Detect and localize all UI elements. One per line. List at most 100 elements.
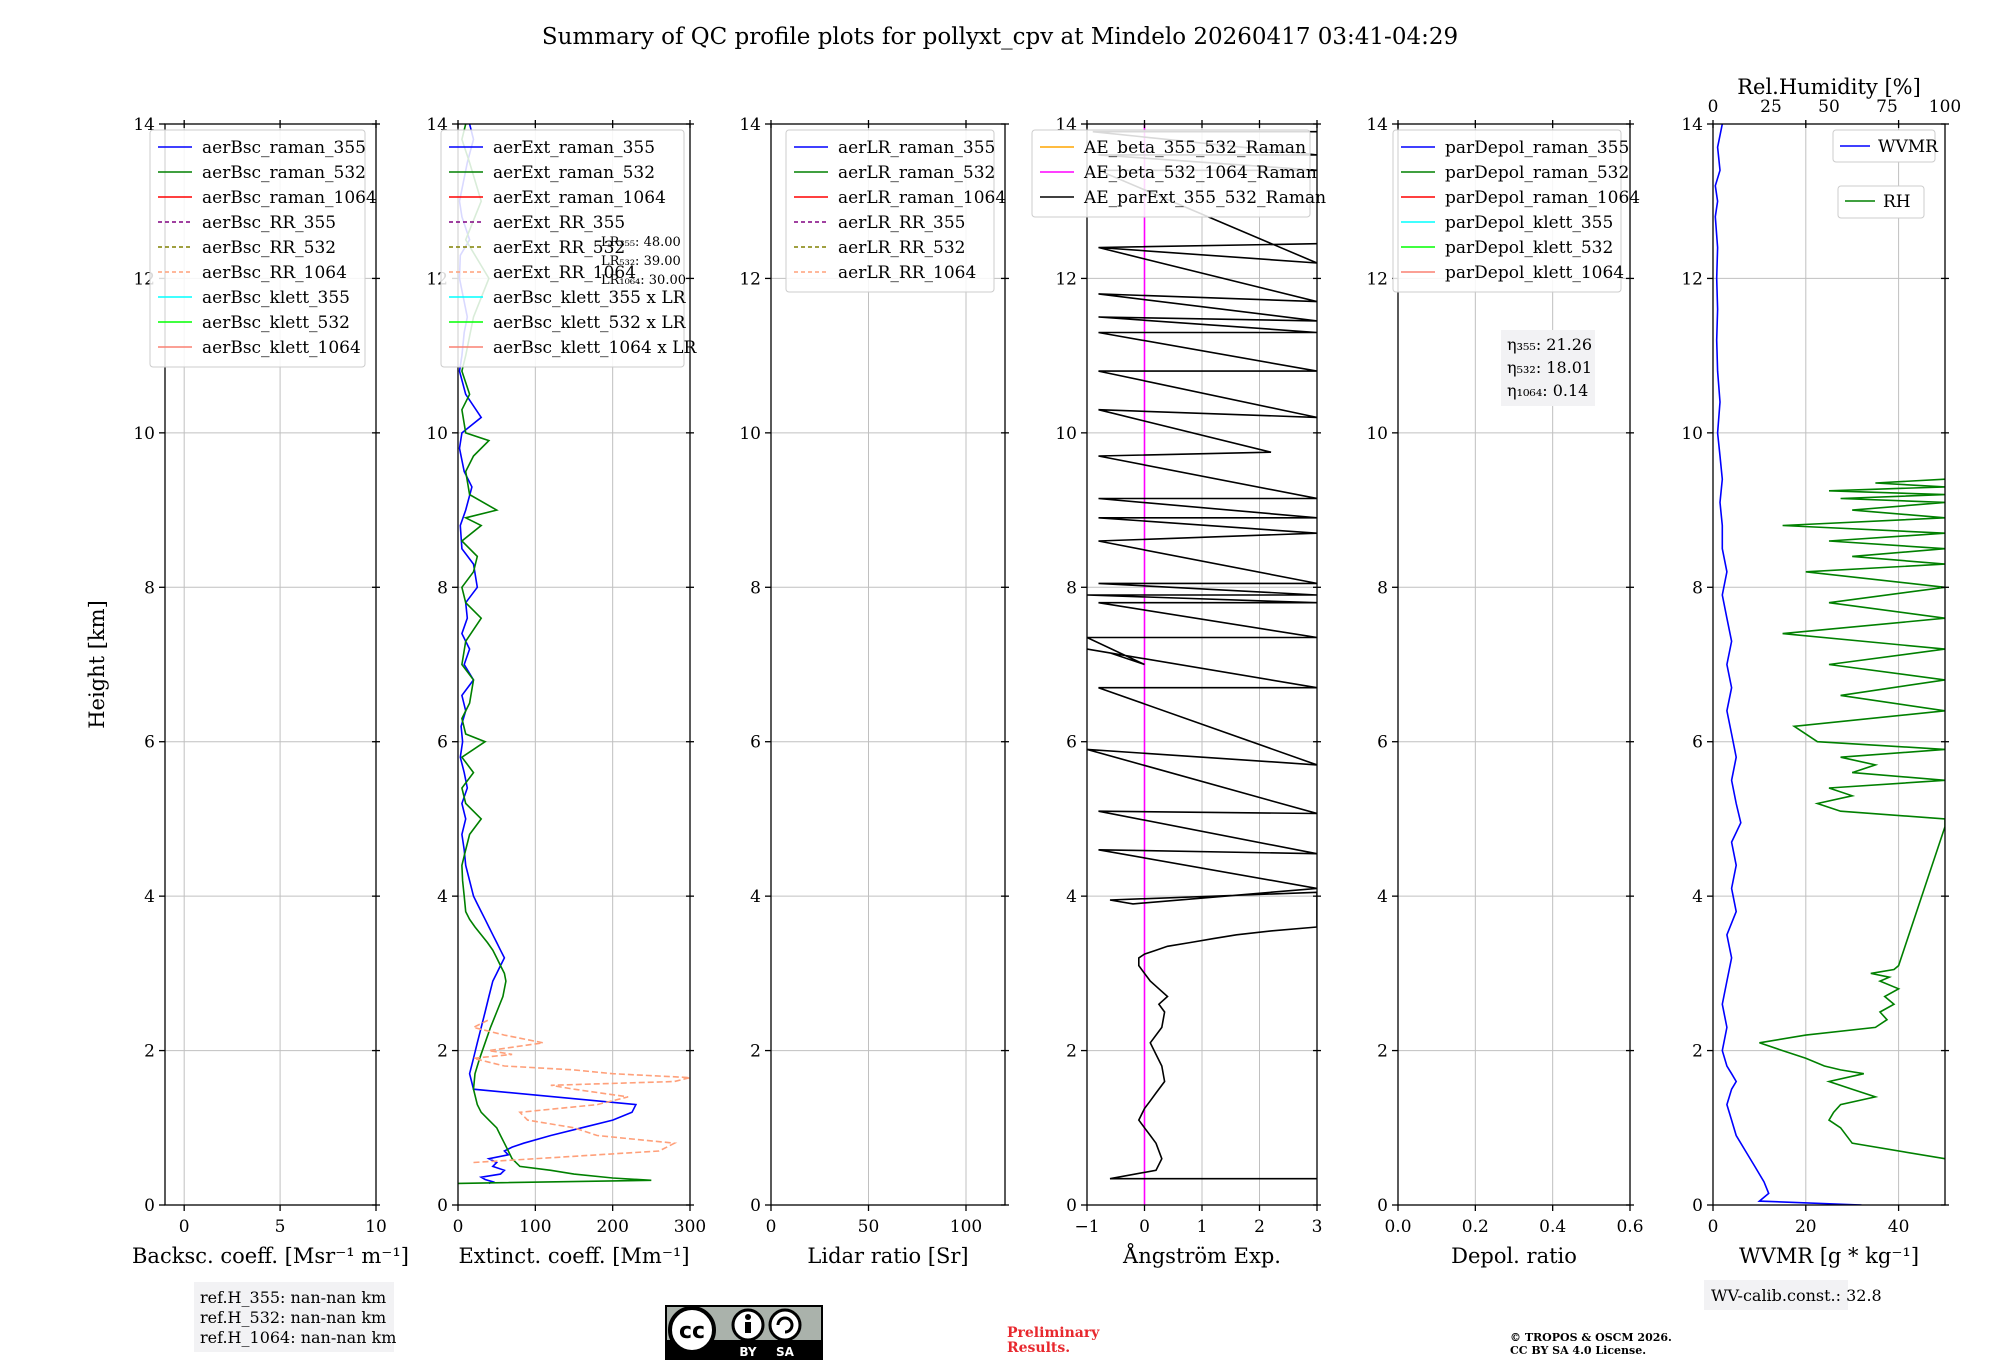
legend-label: RH bbox=[1883, 192, 1911, 212]
x-tick-label: 50 bbox=[858, 1217, 880, 1237]
preliminary-line1: Preliminary bbox=[1007, 1325, 1100, 1341]
copyright-line1: © TROPOS & OSCM 2026. bbox=[1510, 1331, 1672, 1344]
legend-box bbox=[785, 129, 995, 293]
legend-label: parDepol_klett_532 bbox=[1445, 238, 1613, 258]
y-tick-label: 4 bbox=[750, 887, 761, 907]
x-axis-label: Extinct. coeff. [Mm⁻¹] bbox=[458, 1244, 689, 1268]
series-aerExt_RR_1064 bbox=[471, 1018, 690, 1164]
y-tick-label: 4 bbox=[1692, 887, 1703, 907]
legend-label: aerBsc_klett_355 bbox=[202, 288, 350, 308]
legend-label: AE_beta_355_532_Raman bbox=[1083, 138, 1306, 158]
legend-box bbox=[149, 129, 366, 368]
y-tick-label: 12 bbox=[1055, 269, 1077, 289]
copyright-line2: CC BY SA 4.0 License. bbox=[1510, 1344, 1646, 1357]
y-tick-label: 4 bbox=[1066, 887, 1077, 907]
legend-label: aerExt_raman_1064 bbox=[493, 188, 666, 208]
eta-value: η₁₀₆₄: 0.14 bbox=[1507, 381, 1588, 400]
x-tick-label: 0.4 bbox=[1539, 1217, 1566, 1237]
panel-lidar_ratio: 0 2 4 6 8 10 12 14 0 50 100 Lidar ratio [Sr] aerLR_r… bbox=[739, 115, 1009, 1268]
legend-label: aerExt_raman_355 bbox=[493, 138, 655, 158]
y-tick-label: 12 bbox=[1366, 269, 1388, 289]
wv-calib-const: WV-calib.const.: 32.8 bbox=[1711, 1286, 1882, 1305]
legend-label: aerBsc_raman_532 bbox=[202, 163, 366, 183]
legend-label: aerExt_RR_355 bbox=[493, 213, 625, 233]
legend-label: aerBsc_RR_1064 bbox=[202, 263, 347, 283]
y-tick-label: 6 bbox=[437, 733, 448, 753]
y-tick-label: 4 bbox=[1377, 887, 1388, 907]
legend-box-wvmr bbox=[1832, 129, 1936, 163]
y-tick-label: 0 bbox=[437, 1196, 448, 1216]
legend-label: parDepol_raman_355 bbox=[1445, 138, 1629, 158]
plot-frame bbox=[1712, 123, 1946, 1206]
figure-title: Summary of QC profile plots for pollyxt_… bbox=[542, 24, 1458, 50]
y-tick-label: 4 bbox=[437, 887, 448, 907]
y-tick-label: 10 bbox=[1055, 424, 1077, 444]
legend-label: aerExt_raman_532 bbox=[493, 163, 655, 183]
y-tick-label: 2 bbox=[750, 1042, 761, 1062]
y-tick-label: 14 bbox=[739, 115, 761, 135]
ref-height-532: ref.H_532: nan-nan km bbox=[200, 1308, 386, 1327]
x-tick-label: 40 bbox=[1888, 1217, 1910, 1237]
x-axis-label: Ångström Exp. bbox=[1122, 1243, 1281, 1268]
eta-value: η₃₅₅: 21.26 bbox=[1507, 335, 1592, 354]
y-tick-label: 8 bbox=[1377, 578, 1388, 598]
top-x-tick-label: 100 bbox=[1929, 97, 1961, 117]
x-tick-label: 0.0 bbox=[1384, 1217, 1411, 1237]
lr-note: LR₅₃₂: 39.00 bbox=[601, 254, 681, 269]
series-aerExt_raman_355 bbox=[458, 124, 638, 1185]
x-tick-label: 100 bbox=[950, 1217, 982, 1237]
y-tick-label: 10 bbox=[133, 424, 155, 444]
legend-box bbox=[1031, 129, 1311, 218]
y-tick-label: 2 bbox=[1377, 1042, 1388, 1062]
y-tick-label: 10 bbox=[1366, 424, 1388, 444]
x-tick-label: 0 bbox=[766, 1217, 777, 1237]
lr-note: LR₁₀₆₄: 30.00 bbox=[601, 273, 686, 288]
legend-label: WVMR bbox=[1878, 137, 1939, 157]
legend-label: aerBsc_raman_1064 bbox=[202, 188, 377, 208]
plot-frame bbox=[1397, 123, 1631, 1206]
y-tick-label: 6 bbox=[1066, 733, 1077, 753]
legend-label: aerBsc_klett_532 x LR bbox=[493, 313, 687, 333]
y-tick-label: 6 bbox=[1377, 733, 1388, 753]
x-tick-label: 0 bbox=[453, 1217, 464, 1237]
x-axis-label: WVMR [g * kg⁻¹] bbox=[1739, 1244, 1919, 1268]
legend-box-rh bbox=[1837, 185, 1925, 219]
legend-label: aerBsc_klett_355 x LR bbox=[493, 288, 687, 308]
legend-label: parDepol_klett_355 bbox=[1445, 213, 1613, 233]
series-RH bbox=[1759, 478, 1945, 1160]
legend-label: aerBsc_RR_355 bbox=[202, 213, 336, 233]
sa-share-icon bbox=[768, 1308, 802, 1342]
y-axis-label: Height [km] bbox=[85, 600, 109, 729]
y-tick-label: 0 bbox=[1066, 1196, 1077, 1216]
x-tick-label: 0 bbox=[179, 1217, 190, 1237]
legend-box bbox=[1392, 129, 1622, 293]
y-tick-label: 0 bbox=[1692, 1196, 1703, 1216]
y-tick-label: 8 bbox=[437, 578, 448, 598]
x-tick-label: 200 bbox=[596, 1217, 628, 1237]
legend-label: aerBsc_klett_1064 x LR bbox=[493, 338, 697, 358]
x-tick-label: 20 bbox=[1795, 1217, 1817, 1237]
legend-label: parDepol_raman_532 bbox=[1445, 163, 1629, 183]
y-tick-label: 8 bbox=[1066, 578, 1077, 598]
y-tick-label: 14 bbox=[1681, 115, 1703, 135]
y-tick-label: 6 bbox=[144, 733, 155, 753]
lr-note: LR₃₅₅: 48.00 bbox=[601, 235, 681, 250]
x-tick-label: 3 bbox=[1312, 1217, 1323, 1237]
x-tick-label: 0 bbox=[1708, 1217, 1719, 1237]
x-tick-label: 5 bbox=[275, 1217, 286, 1237]
legend-label: aerLR_raman_355 bbox=[838, 138, 995, 158]
wv-calib-box: WV-calib.const.: 32.8 bbox=[1704, 1280, 1882, 1310]
top-x-axis-label: Rel.Humidity [%] bbox=[1737, 75, 1921, 99]
legend-label: AE_parExt_355_532_Raman bbox=[1083, 188, 1326, 208]
y-tick-label: 4 bbox=[144, 887, 155, 907]
legend-label: aerExt_RR_1064 bbox=[493, 263, 636, 283]
x-tick-label: 1 bbox=[1197, 1217, 1208, 1237]
x-axis-label: Lidar ratio [Sr] bbox=[807, 1244, 968, 1268]
x-tick-label: 0.6 bbox=[1616, 1217, 1643, 1237]
y-tick-label: 6 bbox=[1692, 733, 1703, 753]
